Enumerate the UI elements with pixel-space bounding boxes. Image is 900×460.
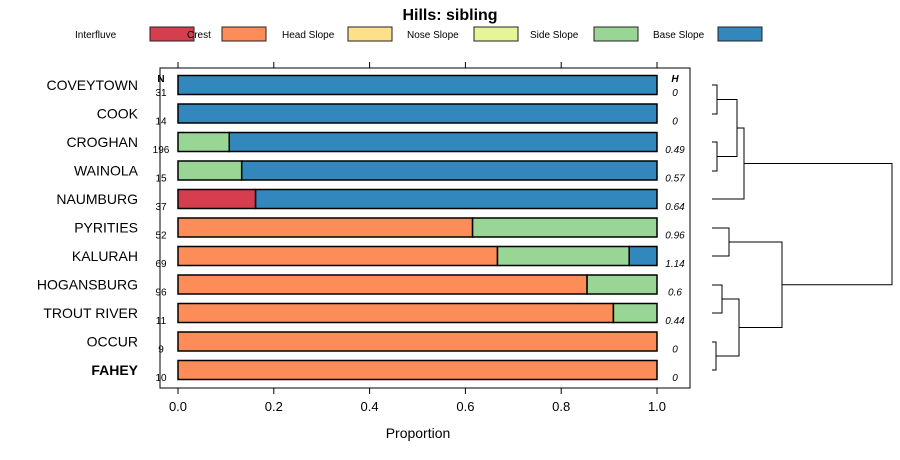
- h-value: 0.57: [665, 174, 685, 185]
- n-value: 31: [155, 88, 167, 99]
- h-value: 0.49: [665, 145, 685, 156]
- dendrogram-branch: [712, 84, 718, 115]
- bar-segment-crest: [177, 217, 474, 238]
- category-label: TROUT RIVER: [43, 305, 138, 321]
- bar-segment-crest: [177, 302, 615, 324]
- n-header: N: [157, 74, 164, 85]
- bar-segment-crest: [177, 245, 499, 267]
- legend-swatch: [717, 26, 763, 42]
- legend-label: Interfluve: [75, 30, 117, 41]
- legend-label: Side Slope: [530, 30, 579, 41]
- x-tick-label: 0.2: [265, 399, 283, 414]
- h-value: 0: [672, 88, 678, 99]
- bar-segment-base-slope: [228, 131, 658, 153]
- legend-label: Base Slope: [653, 30, 705, 41]
- bar-segment-base-slope: [628, 245, 658, 267]
- h-value: 0: [672, 345, 678, 356]
- bar-segment-crest: [177, 331, 658, 352]
- bar-segment-side-slope: [177, 131, 231, 153]
- dendrogram: [712, 84, 893, 371]
- legend-label: Crest: [187, 30, 211, 41]
- n-value: 15: [155, 174, 167, 185]
- h-value: 0.96: [665, 231, 685, 242]
- plot-frame: [159, 67, 691, 389]
- bar-segment-side-slope: [471, 217, 658, 238]
- legend: Interfluve Crest Head Slope Nose Slope Side …: [75, 26, 763, 42]
- bar-segment-base-slope: [177, 103, 658, 124]
- n-value: 9: [158, 345, 164, 356]
- dendrogram-branch: [712, 141, 718, 172]
- category-label: OCCUR: [87, 334, 138, 350]
- x-tick-label: 1.0: [648, 399, 666, 414]
- n-value: 96: [155, 288, 167, 299]
- legend-swatch: [221, 26, 267, 42]
- category-label: FAHEY: [91, 362, 138, 378]
- bar-segment-base-slope: [254, 188, 658, 210]
- h-value: 0.44: [665, 316, 685, 327]
- dendrogram-branch: [729, 241, 783, 328]
- legend-swatch: [347, 26, 393, 42]
- chart-title: Hills: sibling: [402, 7, 497, 24]
- dendrogram-branch: [712, 227, 730, 257]
- category-label: HOGANSBURG: [37, 277, 138, 293]
- bar-segment-side-slope: [496, 245, 630, 267]
- x-tick-label: 0.6: [456, 399, 474, 414]
- n-value: 37: [155, 202, 167, 213]
- x-tick-label: 0.8: [552, 399, 570, 414]
- category-label: CROGHAN: [66, 134, 138, 150]
- legend-swatch: [149, 26, 195, 42]
- h-value: 0.6: [668, 288, 682, 299]
- legend-swatch: [593, 26, 639, 42]
- dendrogram-branch: [712, 284, 723, 314]
- h-value: 0.64: [665, 202, 685, 213]
- bar-segment-base-slope: [240, 160, 658, 181]
- n-value: 196: [153, 145, 170, 156]
- dendrogram-branch: [717, 99, 738, 157]
- category-label: WAINOLA: [74, 163, 139, 179]
- category-label: PYRITIES: [74, 220, 138, 236]
- bar-segment-side-slope: [586, 274, 658, 295]
- n-value: 14: [155, 117, 167, 128]
- legend-label: Head Slope: [282, 30, 335, 41]
- bar-segment-side-slope: [177, 160, 243, 181]
- dendrogram-branch: [744, 163, 893, 286]
- category-label: NAUMBURG: [56, 191, 138, 207]
- legend-swatch: [473, 26, 519, 42]
- legend-label: Nose Slope: [407, 30, 459, 41]
- h-value: 0: [672, 117, 678, 128]
- n-value: 52: [155, 231, 167, 242]
- bar-segment-crest: [177, 274, 588, 295]
- category-label: COVEYTOWN: [46, 77, 138, 93]
- x-axis-label: Proportion: [386, 425, 451, 441]
- bar-segment-crest: [177, 359, 658, 381]
- n-value: 11: [156, 316, 167, 327]
- h-value: 0: [672, 373, 678, 384]
- h-header: H: [671, 74, 679, 85]
- n-value: 10: [155, 373, 167, 384]
- bar-segment-base-slope: [177, 74, 658, 96]
- bar-segment-interfluve: [177, 188, 257, 210]
- bar-segment-side-slope: [612, 302, 658, 324]
- n-value: 69: [155, 259, 167, 270]
- x-tick-label: 0.0: [169, 399, 187, 414]
- h-value: 1.14: [665, 259, 685, 270]
- category-label: COOK: [97, 106, 139, 122]
- category-label: KALURAH: [72, 248, 138, 264]
- x-tick-label: 0.4: [361, 399, 379, 414]
- dendrogram-branch: [716, 298, 740, 357]
- dendrogram-branch: [712, 341, 717, 371]
